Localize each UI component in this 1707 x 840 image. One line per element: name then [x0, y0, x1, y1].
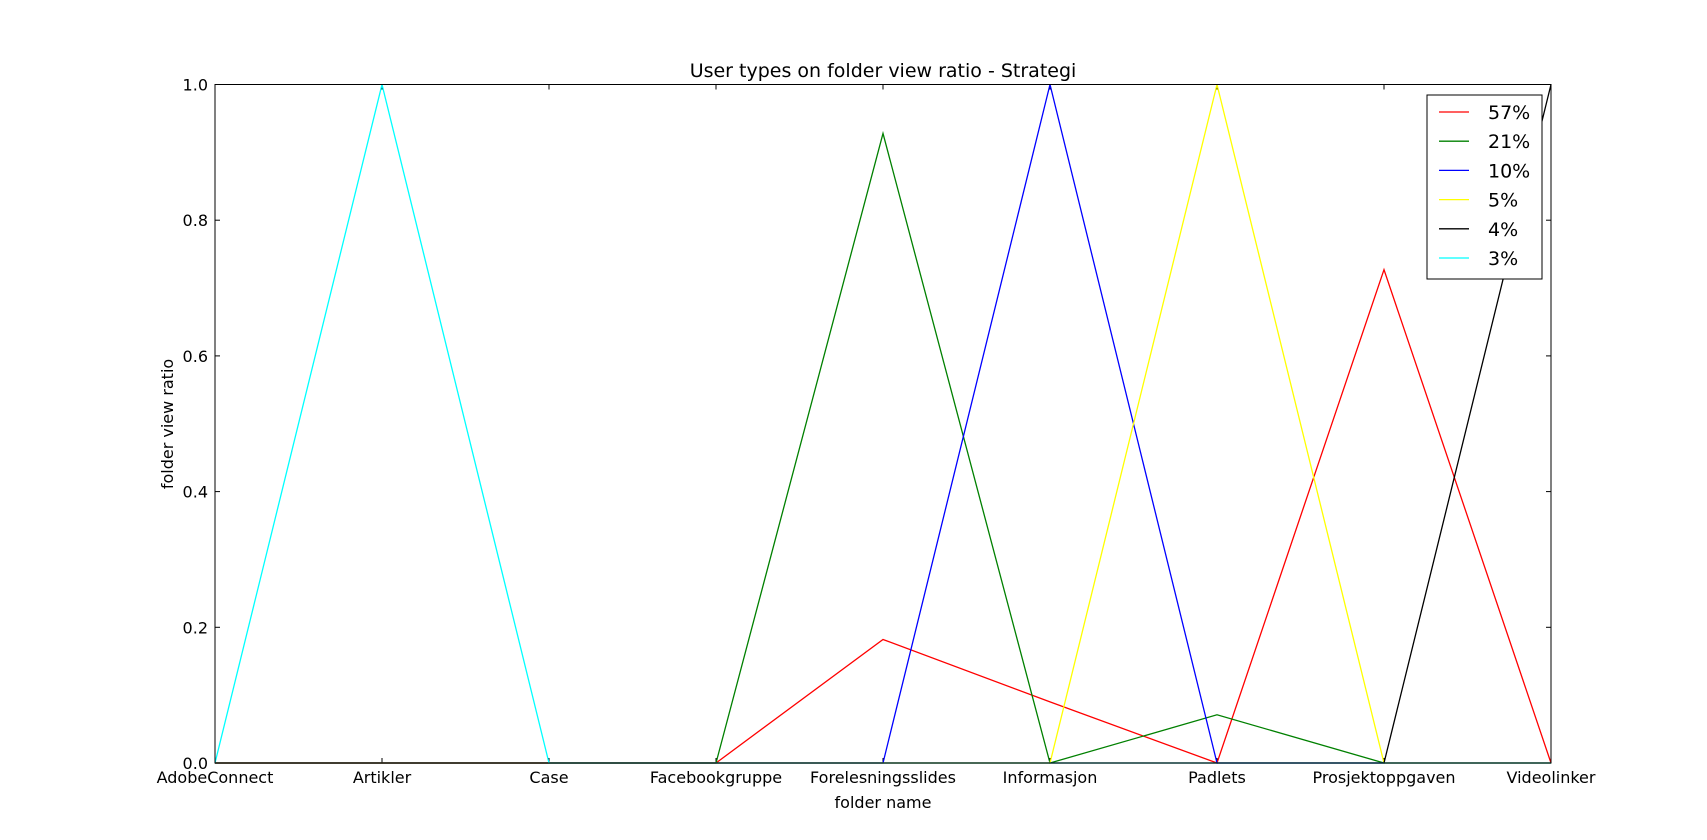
y-tick-label: 0.6	[183, 347, 208, 366]
x-tick-label: Case	[529, 768, 568, 787]
y-tick-label: 0.8	[183, 211, 208, 230]
legend-label: 4%	[1488, 219, 1518, 241]
y-tick-label: 0.0	[183, 754, 208, 773]
x-tick-label: Padlets	[1188, 768, 1246, 787]
series-line-4	[215, 84, 1552, 764]
plot-frame	[214, 84, 1552, 764]
legend-label: 3%	[1488, 248, 1518, 270]
series-layer	[214, 84, 1552, 764]
legend: 57% 21% 10% 5% 4% 3%	[1426, 94, 1543, 280]
x-tick-label: AdobeConnect	[157, 768, 274, 787]
series-line-1	[215, 130, 1551, 764]
series-line-2	[215, 84, 1551, 764]
series-line-3	[215, 84, 1551, 764]
axis-ticks: AdobeConnect Artikler Case Facebookgruppe Fo…	[157, 76, 1596, 788]
y-tick-label: 0.2	[183, 618, 208, 637]
x-tick-label: Prosjektoppgaven	[1312, 768, 1455, 787]
series-line-0	[215, 267, 1552, 764]
x-tick-label: Artikler	[353, 768, 412, 787]
legend-label: 21%	[1488, 131, 1530, 153]
series-line-5	[214, 84, 1551, 764]
x-tick-label: Facebookgruppe	[650, 768, 782, 787]
y-axis-label: folder view ratio	[158, 359, 177, 489]
legend-label: 5%	[1488, 190, 1518, 212]
chart-title: User types on folder view ratio - Strate…	[690, 60, 1077, 82]
y-tick-label: 0.4	[183, 483, 208, 502]
legend-box	[1426, 94, 1543, 280]
x-tick-label: Forelesningsslides	[810, 768, 956, 787]
x-tick-label: Informasjon	[1003, 768, 1098, 787]
legend-label: 10%	[1488, 160, 1530, 182]
x-axis-label: folder name	[835, 793, 932, 812]
x-tick-label: Videolinker	[1507, 768, 1596, 787]
y-tick-label: 1.0	[183, 76, 208, 95]
legend-label: 57%	[1488, 102, 1530, 124]
